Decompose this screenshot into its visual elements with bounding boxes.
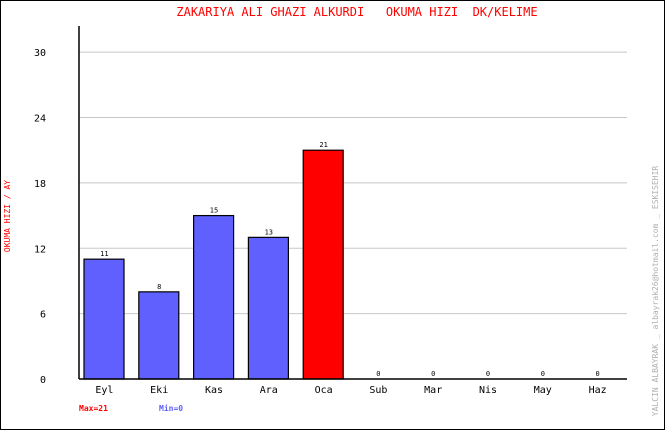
chart-title: ZAKARIYA ALI GHAZI ALKURDI OKUMA HIZI DK… (176, 5, 537, 19)
max-label: Max=21 (79, 404, 108, 413)
y-tick-label: 12 (34, 244, 46, 255)
data-label: 8 (157, 283, 161, 291)
data-label: 0 (595, 370, 599, 378)
data-label: 0 (541, 370, 545, 378)
data-label: 0 (431, 370, 435, 378)
x-tick-label: Kas (205, 385, 223, 396)
bar (193, 214, 235, 380)
data-label: 11 (100, 250, 108, 258)
y-tick-label: 24 (34, 114, 46, 125)
y-tick-label: 18 (34, 179, 46, 190)
x-tick-label: Oca (315, 385, 333, 396)
data-label: 21 (319, 141, 327, 149)
bar (247, 236, 289, 380)
y-axis-label: OKUMA HIZI / AY (3, 180, 12, 252)
min-label: Min=0 (159, 403, 183, 413)
y-tick-label: 6 (40, 310, 46, 321)
bar (83, 258, 125, 380)
x-tick-label: Mar (424, 385, 442, 396)
data-label: 13 (265, 228, 273, 236)
y-tick-label: 0 (40, 375, 46, 386)
x-tick-label: Eki (150, 385, 168, 396)
data-label: 0 (376, 370, 380, 378)
credit-text: YALCIN ALBAYRAK _ albayrak26@hotmail.com… (651, 166, 660, 417)
data-label: 15 (210, 207, 218, 215)
x-tick-label: Nis (479, 385, 497, 396)
data-label: 0 (486, 370, 490, 378)
bar (138, 291, 180, 380)
bar (302, 149, 344, 380)
x-tick-label: Haz (589, 385, 607, 396)
x-tick-label: May (534, 385, 552, 396)
y-tick-label: 30 (34, 48, 46, 59)
x-tick-label: Eyl (95, 385, 113, 396)
x-tick-label: Ara (260, 385, 278, 396)
x-tick-label: Sub (369, 385, 387, 396)
